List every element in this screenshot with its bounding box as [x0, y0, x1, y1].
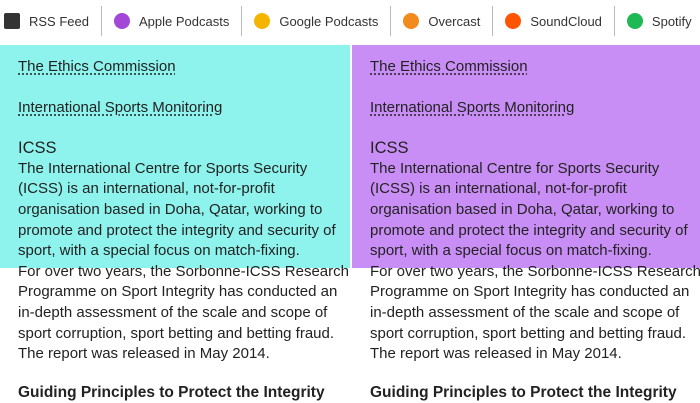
- nav-icon: [626, 13, 643, 29]
- nav-label: SoundCloud: [530, 13, 602, 29]
- link[interactable]: The Ethics Commission: [370, 58, 528, 75]
- heading: ICSS: [18, 139, 57, 158]
- podcast-nav: RSS Feed Apple Podcasts Google Podcasts Ove…: [0, 0, 700, 42]
- link[interactable]: International Sports Monitoring: [370, 98, 575, 116]
- nav-icon: [403, 13, 420, 29]
- highlight: [352, 45, 700, 268]
- paragraph-line: For over two years, the Sorbonne-ICSS Re…: [18, 262, 349, 280]
- nav-icon: [4, 13, 20, 29]
- column-content: The Ethics Commission International Sport…: [18, 57, 350, 403]
- paragraph-line: For over two years, the Sorbonne-ICSS Re…: [370, 262, 700, 280]
- nav-icon: [505, 13, 522, 29]
- paragraph-line: sport, with a special focus on match-fix…: [370, 242, 652, 260]
- paragraph-line: in-depth assessment of the scale and sco…: [370, 303, 680, 321]
- nav-link[interactable]: SoundCloud: [493, 6, 615, 36]
- nav-label: RSS Feed: [29, 13, 89, 29]
- paragraph-line: (ICSS) is an international, not-for-prof…: [18, 180, 275, 198]
- column-content: The Ethics Commission International Sport…: [370, 57, 700, 403]
- paragraph-line: sport, with a special focus on match-fix…: [18, 242, 300, 260]
- nav-link[interactable]: Google Podcasts: [242, 6, 392, 36]
- link[interactable]: International Sports Monitoring: [18, 98, 223, 116]
- highlight: [0, 45, 350, 268]
- paragraph-line: organisation based in Doha, Qatar, worki…: [370, 200, 675, 218]
- paragraph-line: promote and protect the integrity and se…: [18, 221, 336, 239]
- subheading: Guiding Principles to Protect the Integr…: [18, 383, 325, 401]
- nav-link[interactable]: Overcast: [391, 6, 494, 36]
- paragraph-line: Programme on Sport Integrity has conduct…: [370, 283, 690, 301]
- paragraph-line: sport corruption, sport betting and bett…: [370, 324, 687, 342]
- nav-label: Apple Podcasts: [138, 13, 230, 29]
- paragraph-line: The report was released in May 2014.: [18, 345, 270, 363]
- heading: ICSS: [370, 139, 409, 158]
- nav-link[interactable]: Apple Podcasts: [102, 6, 243, 36]
- nav-link[interactable]: Spotify: [615, 6, 700, 36]
- paragraph-line: promote and protect the integrity and se…: [370, 221, 688, 239]
- nav-icon: [113, 13, 130, 29]
- nav-label: Google Podcasts: [279, 13, 379, 29]
- link[interactable]: The Ethics Commission: [18, 58, 176, 75]
- nav-icon: [254, 13, 271, 29]
- nav-label: Spotify: [651, 13, 692, 29]
- nav-link[interactable]: RSS Feed: [0, 6, 102, 36]
- subheading: Guiding Principles to Protect the Integr…: [370, 383, 677, 401]
- column: The Ethics Commission International Sport…: [0, 45, 350, 403]
- paragraph-line: The report was released in May 2014.: [370, 345, 622, 363]
- paragraph-line: organisation based in Doha, Qatar, worki…: [18, 200, 323, 218]
- nav-label: Overcast: [428, 13, 481, 29]
- paragraph-line: The International Centre for Sports Secu…: [370, 159, 660, 177]
- paragraph-line: The International Centre for Sports Secu…: [18, 159, 308, 177]
- paragraph-line: (ICSS) is an international, not-for-prof…: [370, 180, 627, 198]
- column: The Ethics Commission International Sport…: [352, 45, 700, 403]
- paragraph-line: in-depth assessment of the scale and sco…: [18, 303, 328, 321]
- paragraph-line: Programme on Sport Integrity has conduct…: [18, 283, 338, 301]
- paragraph-line: sport corruption, sport betting and bett…: [18, 324, 335, 342]
